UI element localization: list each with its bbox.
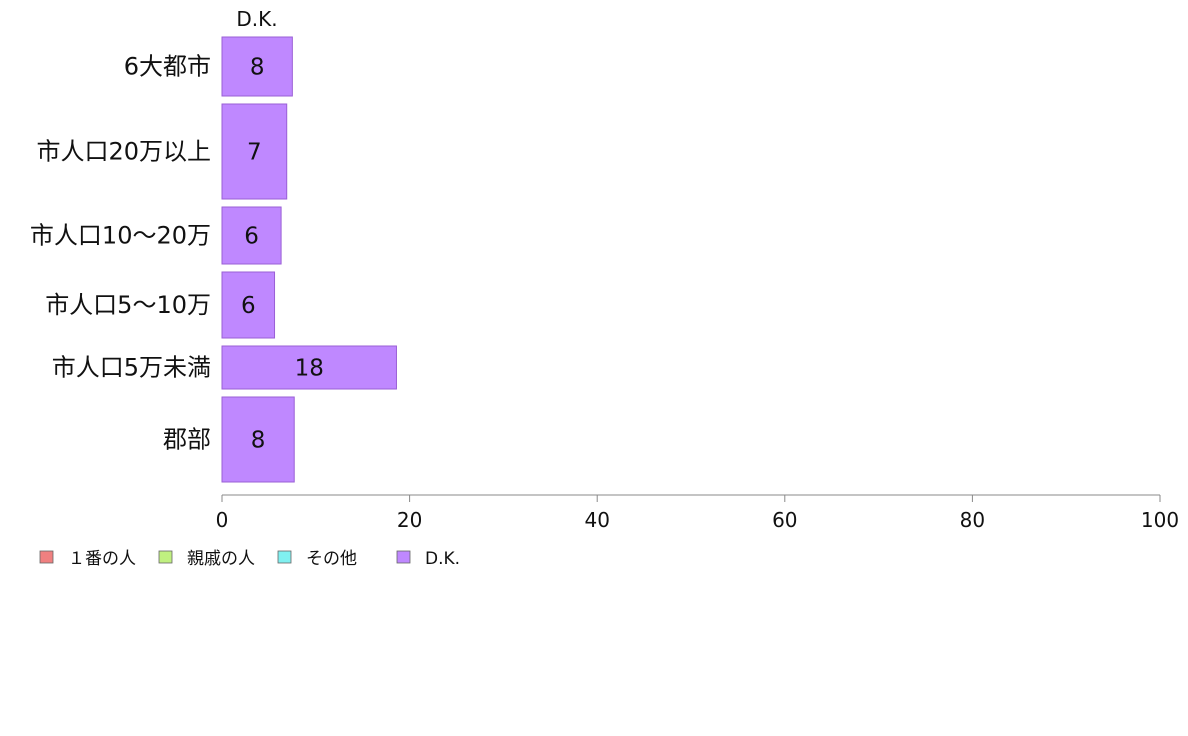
bar-segment [221, 103, 288, 200]
bar-segment [221, 396, 295, 483]
bars-layer: 8 7 6 6 18 8 [221, 36, 397, 483]
category-label: 市人口10〜20万 [30, 222, 211, 250]
legend-swatch [396, 550, 411, 564]
bar-segment [221, 345, 397, 390]
legend-label: １番の人 [68, 549, 136, 569]
category-label: 6大都市 [124, 53, 211, 81]
x-tick-label: 0 [216, 508, 229, 532]
category-label: 市人口5万未満 [52, 354, 211, 382]
legend-label: 親戚の人 [187, 549, 255, 569]
bar-segment [221, 36, 293, 97]
legend-label: D.K. [425, 549, 460, 569]
x-tick-label: 20 [397, 508, 422, 532]
data-label: 18 [295, 356, 324, 382]
data-label: 8 [250, 55, 265, 81]
bar-segment [221, 206, 282, 265]
x-tick-label: 100 [1141, 508, 1179, 532]
category-label: 郡部 [163, 426, 211, 454]
legend-swatch [158, 550, 173, 564]
x-tick-label: 40 [584, 508, 609, 532]
data-label: 8 [251, 428, 266, 454]
legend-swatch [277, 550, 292, 564]
data-label: 6 [244, 224, 259, 250]
x-tick-label: 80 [960, 508, 985, 532]
legend: １番の人 親戚の人 その他 D.K. [39, 549, 460, 569]
column-header: D.K. [236, 7, 277, 31]
data-label: 6 [241, 293, 256, 319]
x-axis: 0 20 40 60 80 100 [216, 494, 1179, 532]
category-label: 市人口5〜10万 [45, 291, 211, 319]
x-tick-label: 60 [772, 508, 797, 532]
data-label: 7 [247, 140, 262, 166]
legend-swatch [39, 550, 54, 564]
bar-segment [221, 271, 276, 339]
category-label: 市人口20万以上 [36, 138, 211, 166]
legend-label: その他 [306, 549, 357, 569]
